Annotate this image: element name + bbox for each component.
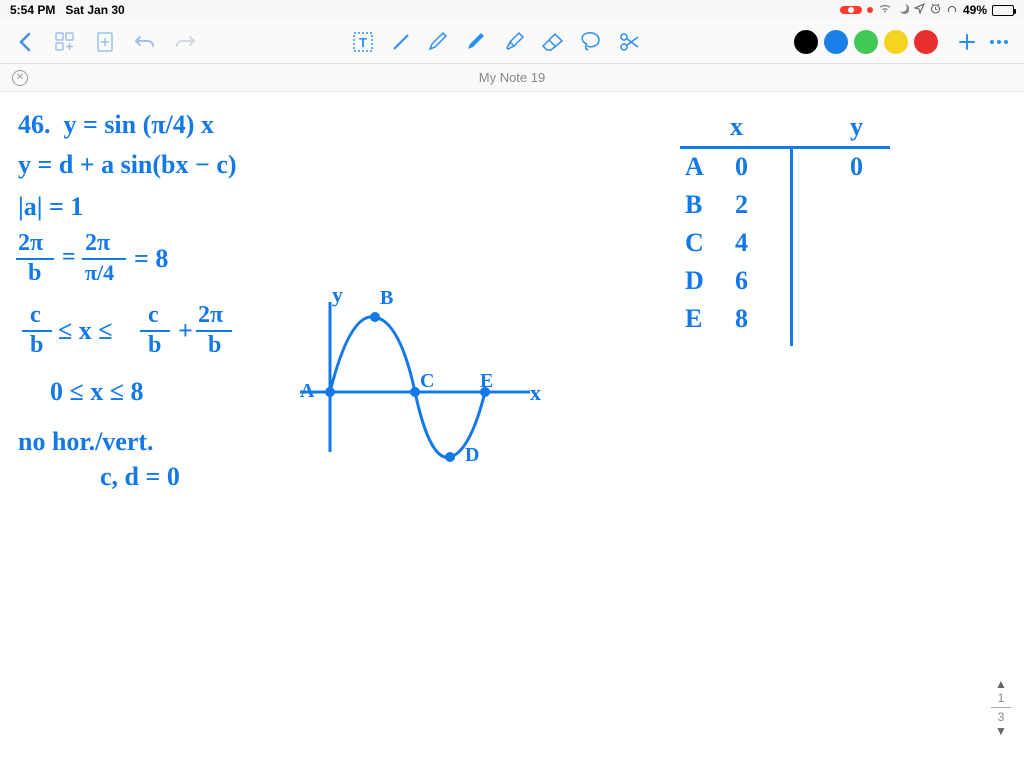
close-button[interactable]: ✕ xyxy=(12,70,28,86)
grid-add-button[interactable] xyxy=(52,29,78,55)
cb-c2: c xyxy=(148,302,159,329)
cb-plus: + xyxy=(178,316,193,346)
toolbar-right xyxy=(794,29,1012,55)
graph-label-A: A xyxy=(300,380,314,403)
page-divider xyxy=(991,707,1011,708)
status-date: Sat Jan 30 xyxy=(65,3,124,17)
color-yellow[interactable] xyxy=(884,30,908,54)
frac-b: b xyxy=(28,260,41,287)
scissors-tool-button[interactable] xyxy=(616,29,642,55)
alarm-icon xyxy=(930,3,941,17)
graph-label-E: E xyxy=(480,370,493,393)
note-line-8: c, d = 0 xyxy=(100,462,180,492)
status-time: 5:54 PM xyxy=(10,3,55,17)
graph-label-D: D xyxy=(465,444,479,467)
cb-b1: b xyxy=(30,332,43,359)
undo-button[interactable] xyxy=(132,29,158,55)
lasso-tool-button[interactable] xyxy=(578,29,604,55)
page-down-button[interactable]: ▼ xyxy=(995,724,1007,738)
table-header-x: x xyxy=(730,112,743,142)
color-red[interactable] xyxy=(914,30,938,54)
table-vline xyxy=(790,146,793,346)
frac-eq: = xyxy=(62,244,76,271)
cb-leq: ≤ x ≤ xyxy=(58,316,113,346)
note-line-3: |a| = 1 xyxy=(18,192,83,222)
battery-pct: 49% xyxy=(963,3,987,17)
red-dot-icon xyxy=(867,7,873,13)
highlighter-tool-button[interactable] xyxy=(502,29,528,55)
table-row-B-label: B xyxy=(685,190,702,220)
table-row-E-label: E xyxy=(685,304,702,334)
page-up-button[interactable]: ▲ xyxy=(995,677,1007,691)
table-row-D-label: D xyxy=(685,266,704,296)
cb-c1: c xyxy=(30,302,41,329)
table-row-C-label: C xyxy=(685,228,704,258)
frac-2pi: 2π xyxy=(18,230,43,257)
note-line-2: y = d + a sin(bx − c) xyxy=(18,150,237,180)
frac-2pi-2: 2π xyxy=(85,230,110,257)
page-navigator: ▲ 1 3 ▼ xyxy=(986,677,1016,738)
table-row-C-x: 4 xyxy=(735,228,748,258)
pen-tool-button[interactable] xyxy=(464,29,490,55)
pencil-tool-button[interactable] xyxy=(426,29,452,55)
cb-b3: b xyxy=(208,332,221,359)
status-right: 49% xyxy=(840,3,1014,18)
table-header-y: y xyxy=(850,112,863,142)
note-line-7: no hor./vert. xyxy=(18,427,154,457)
text-tool-button[interactable]: T xyxy=(350,29,376,55)
note-title: My Note 19 xyxy=(479,70,545,85)
frac-pi4: π/4 xyxy=(85,260,114,286)
new-page-button[interactable] xyxy=(92,29,118,55)
color-black[interactable] xyxy=(794,30,818,54)
eraser-tool-button[interactable] xyxy=(540,29,566,55)
color-green[interactable] xyxy=(854,30,878,54)
back-button[interactable] xyxy=(12,29,38,55)
wifi-icon xyxy=(878,3,892,17)
table-row-E-x: 8 xyxy=(735,304,748,334)
toolbar-center: T xyxy=(202,29,790,55)
moon-icon xyxy=(897,3,909,18)
note-line-6: 0 ≤ x ≤ 8 xyxy=(50,377,144,407)
status-left: 5:54 PM Sat Jan 30 xyxy=(10,3,125,17)
more-button[interactable] xyxy=(986,29,1012,55)
table-row-A-y: 0 xyxy=(850,152,863,182)
graph-label-C: C xyxy=(420,370,434,393)
location-icon xyxy=(914,3,925,17)
line-tool-button[interactable] xyxy=(388,29,414,55)
canvas[interactable]: 46. y = sin (π/4) x y = d + a sin(bx − c… xyxy=(0,92,1024,768)
recording-pill[interactable] xyxy=(840,6,862,14)
table-row-A-x: 0 xyxy=(735,152,748,182)
page-total: 3 xyxy=(998,710,1005,724)
page-current: 1 xyxy=(998,691,1005,705)
table-row-A-label: A xyxy=(685,152,704,182)
headphones-icon xyxy=(946,3,958,17)
table-hline xyxy=(680,146,890,149)
battery-icon xyxy=(992,5,1014,16)
toolbar-left xyxy=(12,29,198,55)
record-icon xyxy=(848,7,854,13)
graph-label-y: y xyxy=(332,282,343,308)
note-line-1: 46. y = sin (π/4) x xyxy=(18,110,214,140)
cb-b2: b xyxy=(148,332,161,359)
add-button[interactable] xyxy=(954,29,980,55)
status-bar: 5:54 PM Sat Jan 30 49% xyxy=(0,0,1024,20)
title-bar: ✕ My Note 19 xyxy=(0,64,1024,92)
graph-label-x: x xyxy=(530,380,541,406)
frac-eq8: = 8 xyxy=(134,244,168,274)
cb-2pi: 2π xyxy=(198,302,223,329)
toolbar: T xyxy=(0,20,1024,64)
color-blue[interactable] xyxy=(824,30,848,54)
graph-label-B: B xyxy=(380,287,393,310)
table-row-D-x: 6 xyxy=(735,266,748,296)
redo-button[interactable] xyxy=(172,29,198,55)
table-row-B-x: 2 xyxy=(735,190,748,220)
svg-text:T: T xyxy=(359,35,367,50)
